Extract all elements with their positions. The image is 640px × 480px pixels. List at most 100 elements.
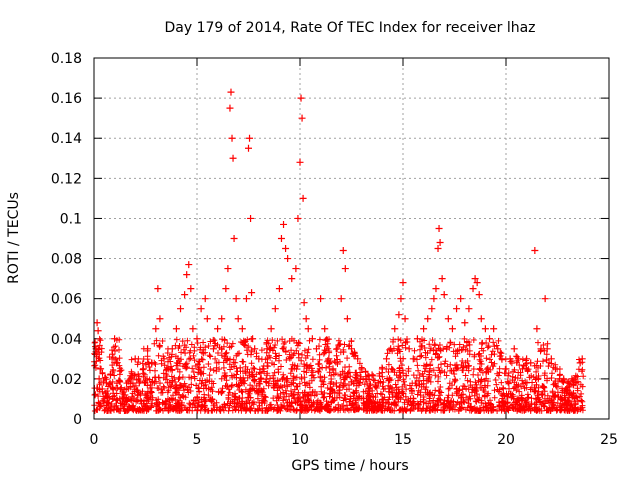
x-tick-label: 10 [291,432,309,448]
data-point [321,325,329,333]
x-tick-label: 5 [193,432,202,448]
data-point [139,365,147,373]
data-point [298,114,306,122]
data-point [409,355,417,363]
data-point [164,365,172,373]
data-point [234,315,242,323]
data-point [397,295,405,303]
data-point [413,335,421,343]
data-point [543,345,551,353]
data-point [457,295,465,303]
data-point [127,375,135,383]
data-point [218,315,226,323]
data-point [325,355,333,363]
data-point [551,365,559,373]
data-point [93,319,101,327]
data-point [172,325,180,333]
data-point [106,371,114,379]
data-point [245,144,252,152]
data-point [533,325,541,333]
data-point [299,194,307,202]
data-point [527,359,535,367]
data-point [302,315,310,323]
data-point [523,355,531,363]
data-point [222,285,230,293]
data-point [440,291,448,299]
data-point [297,94,305,102]
data-point [510,345,518,353]
data-point [337,295,345,303]
data-point [185,261,193,269]
data-point [229,154,237,162]
data-point [113,359,121,367]
data-point [444,315,452,323]
data-point [537,345,545,353]
data-point [475,291,483,299]
y-tick-label: 0.18 [51,51,82,67]
data-point [232,295,240,303]
data-point [111,335,119,343]
y-tick-label: 0.16 [51,91,82,107]
data-point [263,345,271,353]
data-point [432,285,440,293]
data-point [494,345,502,353]
data-point [209,345,217,353]
data-point [95,375,103,383]
data-point [226,104,234,112]
data-point [203,315,211,323]
data-point [341,265,349,273]
data-point [102,379,110,387]
data-point [564,379,572,387]
data-point [288,275,296,283]
y-tick-label: 0 [73,412,82,428]
data-point [448,325,456,333]
data-point [424,315,432,323]
data-point [246,134,254,142]
background-scatter-cloud [91,335,587,414]
data-point [251,345,259,353]
data-point [296,158,304,166]
data-point [399,279,407,287]
data-point [121,391,129,399]
data-point [193,335,201,343]
data-point [490,325,498,333]
x-tick-labels: 0 5 10 15 20 25 [90,432,618,448]
data-point [518,365,526,373]
data-point [156,315,164,323]
data-point [94,327,102,335]
data-point [214,325,222,333]
data-point [277,235,285,242]
data-point [453,305,461,313]
data-point [267,325,275,333]
data-point [91,391,99,399]
data-point [168,345,176,353]
data-points [91,88,586,403]
data-point [275,285,283,293]
data-point [144,345,152,353]
data-point [259,365,267,373]
data-point [395,311,403,319]
data-point [473,279,481,287]
data-point [430,295,438,303]
data-point [477,315,485,323]
y-tick-label: 0.06 [51,292,82,308]
data-point [436,239,444,247]
data-point [383,355,391,363]
y-tick-label: 0.04 [51,332,82,348]
data-point [230,235,238,242]
data-point [135,379,143,387]
data-point [547,355,555,363]
y-tick-label: 0.1 [60,211,82,227]
data-point [438,275,446,283]
data-point [96,365,104,373]
data-point [405,345,413,353]
data-point [280,220,288,228]
data-point [434,245,442,253]
data-point [247,214,255,222]
data-point [131,355,139,363]
y-tick-label: 0.02 [51,372,82,388]
x-tick-label: 20 [497,432,515,448]
data-point [469,285,477,293]
chart-title: Day 179 of 2014, Rate Of TEC Index for r… [164,20,535,36]
x-tick-label: 15 [394,432,412,448]
